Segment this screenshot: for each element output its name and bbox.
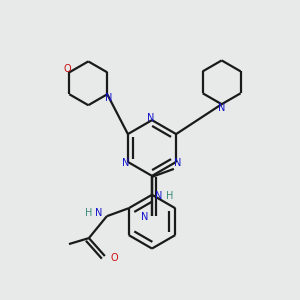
Text: N: N (155, 191, 163, 201)
Text: N: N (141, 212, 149, 222)
Text: H: H (166, 191, 174, 201)
Text: H: H (85, 208, 93, 218)
Text: N: N (122, 158, 130, 168)
Text: N: N (174, 158, 182, 168)
Text: O: O (111, 253, 118, 263)
Text: N: N (218, 103, 225, 113)
Text: N: N (95, 208, 103, 218)
Text: N: N (147, 113, 155, 123)
Text: O: O (64, 64, 71, 74)
Text: N: N (105, 93, 112, 103)
